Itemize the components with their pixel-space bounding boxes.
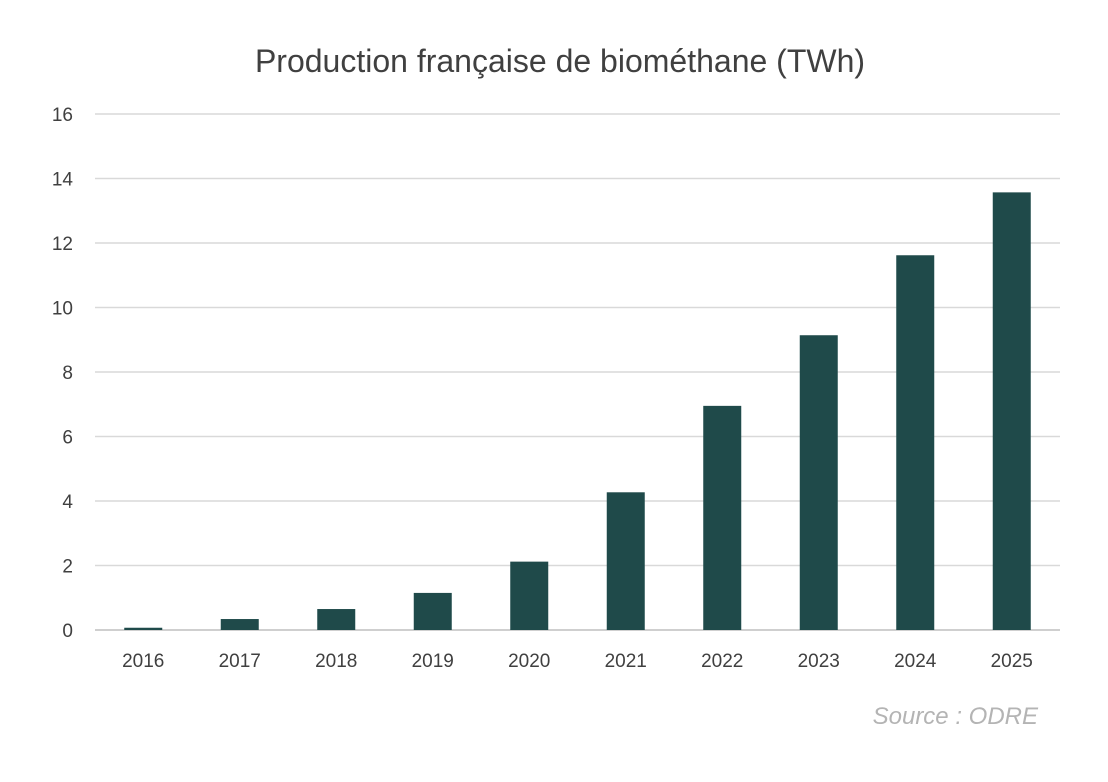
bar-2016 [124,627,163,630]
y-tick-label: 4 [62,492,73,513]
y-tick-label: 16 [52,105,73,126]
y-tick-label: 12 [52,234,73,255]
y-tick-label: 14 [52,170,74,191]
x-tick-label: 2016 [122,651,164,672]
x-tick-label: 2018 [315,651,357,672]
x-tick-label: 2021 [605,651,647,672]
x-tick-label: 2020 [508,651,550,672]
chart-title: Production française de biométhane (TWh) [255,43,865,79]
y-tick-label: 10 [52,299,73,320]
bar-2018 [317,609,356,630]
x-tick-label: 2019 [412,651,454,672]
y-tick-label: 8 [62,363,73,384]
bar-2025 [992,192,1031,630]
bar-2024 [896,255,935,630]
bar-2017 [220,619,259,630]
source-note: Source : ODRE [872,703,1038,730]
bar-2021 [606,492,645,630]
bar-2023 [799,335,838,630]
y-axis-ticks: 0 2 4 6 8 10 12 14 16 [52,105,74,642]
y-tick-label: 2 [62,557,73,578]
x-tick-label: 2024 [894,651,937,672]
gridlines [95,113,1060,631]
x-tick-label: 2025 [991,651,1033,672]
bar-2020 [510,561,549,630]
bars [124,192,1031,630]
bar-2019 [413,592,452,630]
bar-2022 [703,405,742,630]
x-axis-ticks: 2016 2017 2018 2019 2020 2021 2022 2023 2024 2025 [122,651,1033,672]
x-tick-label: 2017 [219,651,261,672]
y-tick-label: 0 [62,621,73,642]
x-tick-label: 2023 [798,651,840,672]
y-tick-label: 6 [62,428,73,449]
x-tick-label: 2022 [701,651,743,672]
